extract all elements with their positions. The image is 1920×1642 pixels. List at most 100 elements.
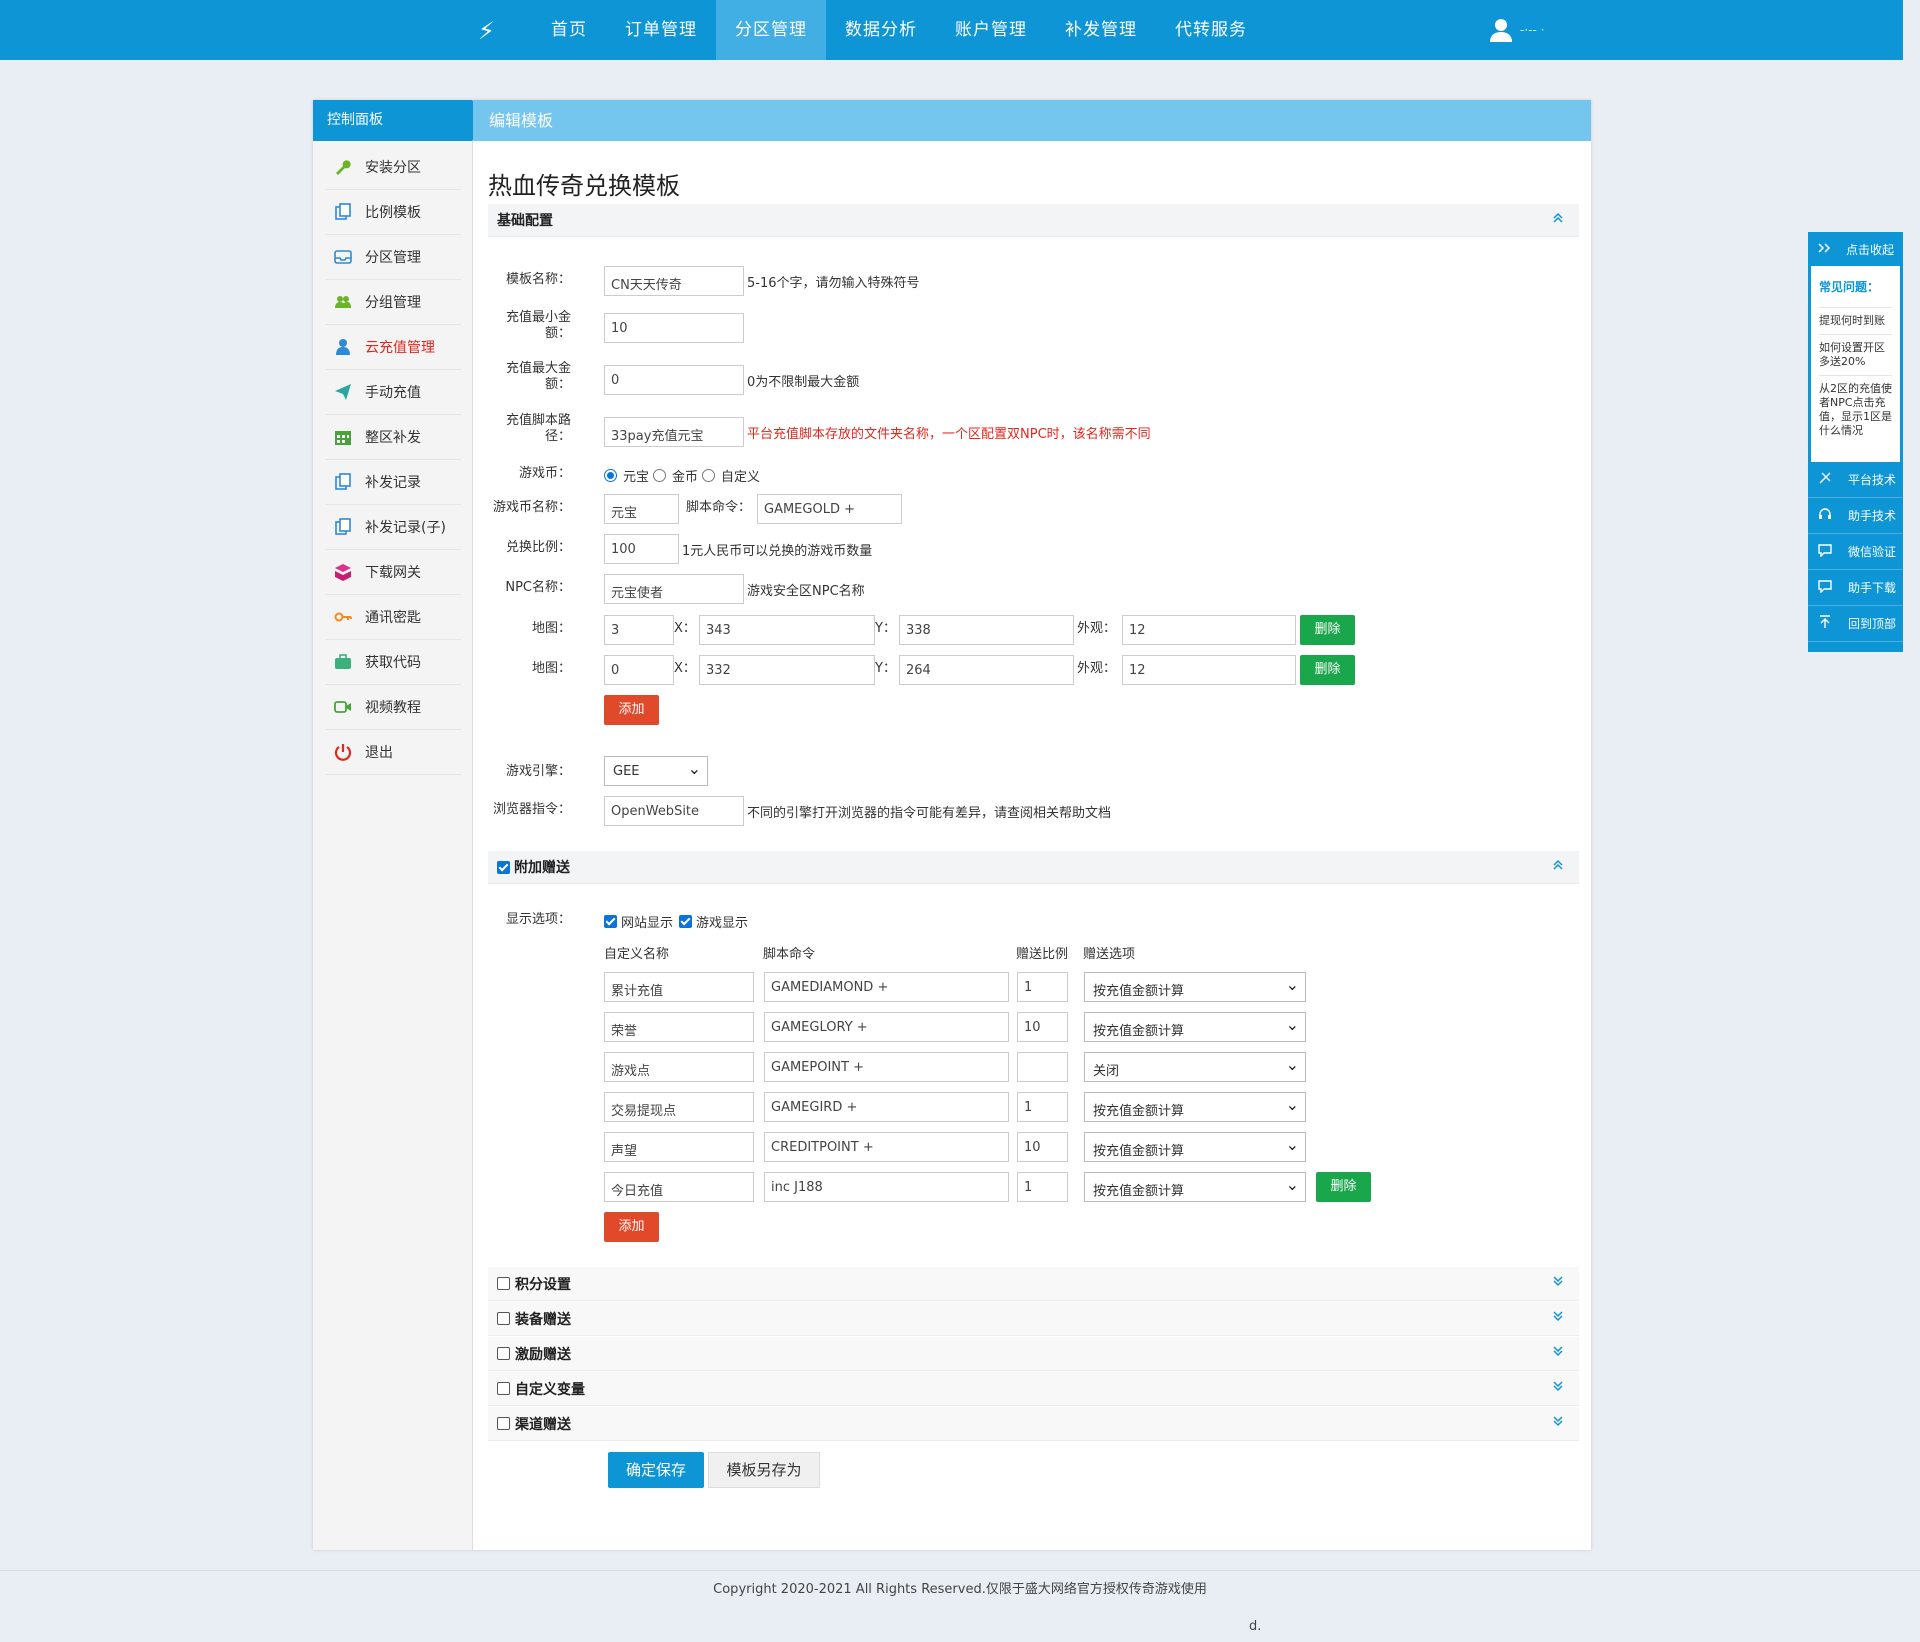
look-input[interactable]: 12 (1122, 655, 1296, 685)
logo[interactable]: ⚡ (478, 17, 495, 45)
points-checkbox[interactable] (497, 1277, 510, 1290)
sidebar-item-download-gateway[interactable]: 下载网关 (325, 550, 461, 595)
look-input[interactable]: 12 (1122, 615, 1296, 645)
sidebar-item-video-tutorial[interactable]: 视频教程 (325, 685, 461, 730)
bonus-cmd-input[interactable]: GAMEGIRD + (764, 1092, 1009, 1122)
bonus-ratio-input[interactable]: 10 (1017, 1012, 1068, 1042)
bonus-option-select[interactable]: 按充值金额计算 (1084, 1012, 1306, 1042)
bonus-ratio-input[interactable]: 1 (1017, 1172, 1068, 1202)
bonus-ratio-input[interactable]: 10 (1017, 1132, 1068, 1162)
bonus-ratio-input[interactable] (1017, 1052, 1068, 1082)
chevron-down-icon[interactable] (1552, 1415, 1564, 1431)
equipment-checkbox[interactable] (497, 1312, 510, 1325)
section-points[interactable]: 积分设置 (488, 1267, 1579, 1301)
delete-map-button[interactable]: 删除 (1300, 615, 1355, 645)
channel-checkbox[interactable] (497, 1417, 510, 1430)
currency-radio-custom[interactable] (702, 469, 716, 482)
section-basic-config[interactable]: 基础配置 (488, 204, 1579, 237)
chevron-down-icon[interactable] (1552, 1275, 1564, 1291)
currency-name-input[interactable]: 元宝 (604, 494, 679, 524)
incentive-checkbox[interactable] (497, 1347, 510, 1360)
bonus-ratio-input[interactable]: 1 (1017, 1092, 1068, 1122)
bonus-name-input[interactable]: 交易提现点 (604, 1092, 754, 1122)
nav-transfer[interactable]: 代转服务 (1175, 20, 1247, 40)
section-custom-vars[interactable]: 自定义变量 (488, 1372, 1579, 1406)
sidebar-item-reissue-records-sub[interactable]: 补发记录(子) (325, 505, 461, 550)
bonus-option-select[interactable]: 关闭 (1084, 1052, 1306, 1082)
bonus-option-select[interactable]: 按充值金额计算 (1084, 1132, 1306, 1162)
engine-select[interactable]: GEE (604, 756, 708, 786)
chevron-up-icon[interactable] (1552, 859, 1564, 875)
bonus-name-input[interactable]: 累计充值 (604, 972, 754, 1002)
chevron-down-icon[interactable] (1552, 1380, 1564, 1396)
section-bonus[interactable]: 附加赠送 (488, 851, 1579, 884)
save-as-template-button[interactable]: 模板另存为 (708, 1452, 820, 1488)
y-input[interactable]: 338 (899, 615, 1074, 645)
assistant-tech-link[interactable]: 助手技术 (1808, 498, 1903, 534)
map-input[interactable]: 0 (604, 655, 674, 685)
sidebar-item-zone-reissue[interactable]: 整区补发 (325, 415, 461, 460)
sidebar-item-group-manage[interactable]: 分组管理 (325, 280, 461, 325)
nav-analytics[interactable]: 数据分析 (845, 20, 917, 40)
max-amount-input[interactable]: 0 (604, 365, 744, 395)
custom-vars-checkbox[interactable] (497, 1382, 510, 1395)
sidebar-item-manual-recharge[interactable]: 手动充值 (325, 370, 461, 415)
sidebar-item-reissue-records[interactable]: 补发记录 (325, 460, 461, 505)
chevron-down-icon[interactable] (1552, 1345, 1564, 1361)
currency-radio-ingot[interactable] (604, 469, 617, 482)
faq-link[interactable]: 提现何时到账 (1819, 307, 1892, 334)
nav-account[interactable]: 账户管理 (955, 20, 1027, 40)
section-incentive[interactable]: 激励赠送 (488, 1337, 1579, 1371)
sidebar-item-install[interactable]: 安装分区 (325, 145, 461, 190)
map-input[interactable]: 3 (604, 615, 674, 645)
bonus-name-input[interactable]: 声望 (604, 1132, 754, 1162)
sidebar-item-logout[interactable]: 退出 (325, 730, 461, 775)
save-button[interactable]: 确定保存 (608, 1452, 704, 1488)
back-to-top-link[interactable]: 回到顶部 (1808, 606, 1903, 642)
sidebar-item-zone-manage[interactable]: 分区管理 (325, 235, 461, 280)
add-bonus-button[interactable]: 添加 (604, 1212, 659, 1242)
chevron-up-icon[interactable] (1552, 212, 1564, 228)
faq-link[interactable]: 从2区的充值使者NPC点击充值，显示1区是什么情况 (1819, 375, 1892, 444)
bonus-name-input[interactable]: 游戏点 (604, 1052, 754, 1082)
script-path-input[interactable]: 33pay充值元宝 (604, 417, 744, 447)
bonus-option-select[interactable]: 按充值金额计算 (1084, 1092, 1306, 1122)
bonus-option-select[interactable]: 按充值金额计算 (1084, 972, 1306, 1002)
bonus-name-input[interactable]: 荣誉 (604, 1012, 754, 1042)
min-amount-input[interactable]: 10 (604, 313, 744, 343)
x-input[interactable]: 343 (699, 615, 875, 645)
assistant-download-link[interactable]: 助手下载 (1808, 570, 1903, 606)
chevron-down-icon[interactable] (1552, 1310, 1564, 1326)
sidebar-item-get-code[interactable]: 获取代码 (325, 640, 461, 685)
add-map-button[interactable]: 添加 (604, 695, 659, 725)
delete-map-button[interactable]: 删除 (1300, 655, 1355, 685)
platform-tech-link[interactable]: 平台技术 (1808, 462, 1903, 498)
bonus-ratio-input[interactable]: 1 (1017, 972, 1068, 1002)
bonus-option-select[interactable]: 按充值金额计算 (1084, 1172, 1306, 1202)
wechat-verify-link[interactable]: 微信验证 (1808, 534, 1903, 570)
browser-cmd-input[interactable]: OpenWebSite (604, 796, 744, 826)
bonus-enable-checkbox[interactable] (497, 860, 510, 874)
bonus-cmd-input[interactable]: CREDITPOINT + (764, 1132, 1009, 1162)
nav-home[interactable]: 首页 (551, 20, 587, 40)
y-input[interactable]: 264 (899, 655, 1074, 685)
bonus-name-input[interactable]: 今日充值 (604, 1172, 754, 1202)
template-name-input[interactable]: CN天天传奇 (604, 266, 744, 296)
bonus-cmd-input[interactable]: inc J188 (764, 1172, 1009, 1202)
user-menu[interactable]: -·-- · (1490, 18, 1544, 42)
bonus-cmd-input[interactable]: GAMEGLORY + (764, 1012, 1009, 1042)
sidebar-item-cloud-recharge[interactable]: 云充值管理 (325, 325, 461, 370)
x-input[interactable]: 332 (699, 655, 875, 685)
ratio-input[interactable]: 100 (604, 534, 679, 564)
npc-input[interactable]: 元宝使者 (604, 574, 744, 604)
nav-reissue[interactable]: 补发管理 (1065, 20, 1137, 40)
delete-bonus-button[interactable]: 删除 (1316, 1172, 1371, 1202)
section-equipment[interactable]: 装备赠送 (488, 1302, 1579, 1336)
display-game-checkbox[interactable] (679, 915, 693, 928)
sidebar-item-comm-key[interactable]: 通讯密匙 (325, 595, 461, 640)
collapse-panel-button[interactable]: 点击收起 (1808, 232, 1903, 266)
currency-radio-gold[interactable] (653, 469, 667, 482)
bonus-cmd-input[interactable]: GAMEDIAMOND + (764, 972, 1009, 1002)
bonus-cmd-input[interactable]: GAMEPOINT + (764, 1052, 1009, 1082)
script-cmd-input[interactable]: GAMEGOLD + (757, 494, 902, 524)
